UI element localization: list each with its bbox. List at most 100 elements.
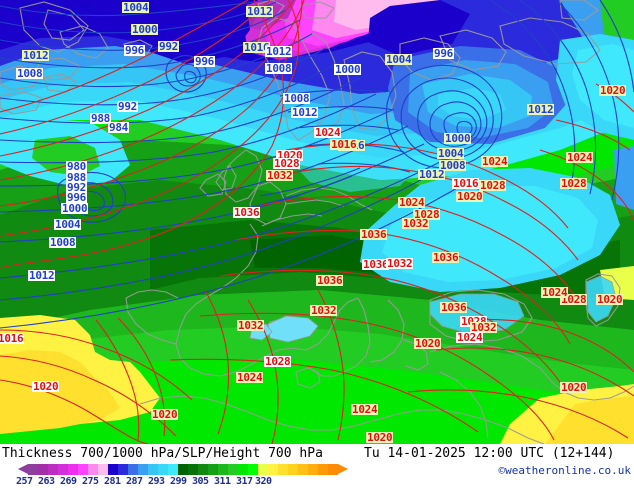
- map-canvas[interactable]: 1012 1008 1004 1000 996 992 996 992 988 …: [0, 0, 634, 444]
- height-label: 1032: [266, 169, 294, 182]
- colorbar-swatch: [238, 464, 248, 475]
- isobar-label: 996: [124, 44, 145, 57]
- height-label: 1028: [413, 208, 441, 221]
- colorbar-swatch: [28, 464, 38, 475]
- height-label: 1032: [402, 217, 430, 230]
- height-label: 1020: [456, 190, 484, 203]
- colorbar-swatch: [188, 464, 198, 475]
- isobar-label: 1012: [246, 5, 274, 18]
- colorbar-arrow-right: [338, 464, 348, 474]
- colorbar-swatch: [48, 464, 58, 475]
- height-label: 1032: [470, 321, 498, 334]
- colorbar-swatch: [148, 464, 158, 475]
- isobar-label: 1016: [243, 41, 271, 54]
- height-label: 1016: [452, 177, 480, 190]
- colorbar-tick-label: 257: [16, 476, 33, 487]
- height-label: 1020: [366, 431, 394, 444]
- isobar-label: 1000: [61, 202, 89, 215]
- colorbar-tick-label: 317: [236, 476, 253, 487]
- height-label: 1020: [32, 380, 60, 393]
- map-graphic: [0, 0, 634, 444]
- height-label: 1024: [351, 403, 379, 416]
- isobar-label: 996: [194, 55, 215, 68]
- height-label: 1036: [440, 301, 468, 314]
- isobar-label: 1004: [385, 53, 413, 66]
- colorbar-tick-label: 299: [170, 476, 187, 487]
- isobar-label: 1008: [439, 159, 467, 172]
- height-label: 1028: [560, 177, 588, 190]
- height-label: 1032: [237, 319, 265, 332]
- colorbar-tick-label: 311: [214, 476, 231, 487]
- colorbar-swatch: [318, 464, 328, 475]
- colorbar-swatch: [308, 464, 318, 475]
- height-label: 1020: [560, 381, 588, 394]
- isobar-label: 984: [108, 121, 129, 134]
- colorbar-tick-label: 281: [104, 476, 121, 487]
- isobar-label: 1004: [122, 1, 150, 14]
- height-label: 1024: [398, 196, 426, 209]
- height-label: 1024: [456, 331, 484, 344]
- isobar-label: 992: [158, 40, 179, 53]
- colorbar-swatch: [78, 464, 88, 475]
- colorbar-tick-label: 293: [148, 476, 165, 487]
- height-label: 1028: [264, 355, 292, 368]
- height-label: 1028: [479, 179, 507, 192]
- height-label: 1036: [316, 274, 344, 287]
- isobar-label: 1012: [418, 168, 446, 181]
- isobar-label: 980: [66, 160, 87, 173]
- height-label: 1024: [541, 286, 569, 299]
- colorbar-swatch: [228, 464, 238, 475]
- colorbar-swatch: [58, 464, 68, 475]
- isobar-label: 1008: [265, 62, 293, 75]
- credit-link[interactable]: ©weatheronline.co.uk: [498, 464, 631, 477]
- colorbar-swatch: [178, 464, 188, 475]
- isobar-label: 1000: [334, 63, 362, 76]
- isobar-label: 996: [433, 47, 454, 60]
- colorbar-tick-label: 320: [255, 476, 272, 487]
- isobar-label: 1012: [527, 103, 555, 116]
- colorbar-tick-label: 287: [126, 476, 143, 487]
- height-label: 1016: [0, 333, 25, 344]
- height-label: 1024: [566, 151, 594, 164]
- isobar-label: 996: [66, 191, 87, 204]
- isobar-label: 988: [90, 112, 111, 125]
- colorbar-swatch: [198, 464, 208, 475]
- isobar-label: 1004: [54, 218, 82, 231]
- timestamp: Tu 14-01-2025 12:00 UTC (12+144): [364, 446, 615, 461]
- height-label: 1024: [481, 155, 509, 168]
- isobar-label: 1008: [16, 67, 44, 80]
- height-label: 1024: [236, 371, 264, 384]
- isobar-label: 992: [66, 181, 87, 194]
- height-label: 1036: [432, 251, 460, 264]
- footer: Thickness 700/1000 hPa/SLP/Height 700 hP…: [0, 444, 634, 490]
- page-title: Thickness 700/1000 hPa/SLP/Height 700 hP…: [2, 446, 323, 461]
- colorbar-swatch: [108, 464, 118, 475]
- colorbar-tick-label: 269: [60, 476, 77, 487]
- height-label: 1020: [276, 149, 304, 162]
- colorbar-swatches: [28, 464, 338, 475]
- isobar-label: 1012: [22, 49, 50, 62]
- isobar-label: 1000: [444, 132, 472, 145]
- colorbar-swatch: [278, 464, 288, 475]
- isobar-label: 1008: [283, 92, 311, 105]
- colorbar-tick-label: 305: [192, 476, 209, 487]
- height-label: 1020: [414, 337, 442, 350]
- colorbar-swatch: [298, 464, 308, 475]
- isobar-label: 1008: [49, 236, 77, 249]
- height-label: 1036: [233, 206, 261, 219]
- colorbar-swatch: [68, 464, 78, 475]
- colorbar: 257 263 269 275 281 287 293 299 305 311 317 320: [12, 464, 348, 488]
- height-label: 1036: [362, 258, 390, 271]
- isobar-label: 1004: [437, 147, 465, 160]
- colorbar-swatch: [328, 464, 338, 475]
- colorbar-swatch: [88, 464, 98, 475]
- colorbar-swatch: [128, 464, 138, 475]
- colorbar-swatch: [268, 464, 278, 475]
- isobar-label: 1000: [131, 23, 159, 36]
- height-label: 1028: [560, 293, 588, 306]
- colorbar-tick-label: 263: [38, 476, 55, 487]
- colorbar-swatch: [208, 464, 218, 475]
- height-label: 1020: [151, 408, 179, 421]
- colorbar-ticks: 257 263 269 275 281 287 293 299 305 311 317 320: [12, 476, 292, 488]
